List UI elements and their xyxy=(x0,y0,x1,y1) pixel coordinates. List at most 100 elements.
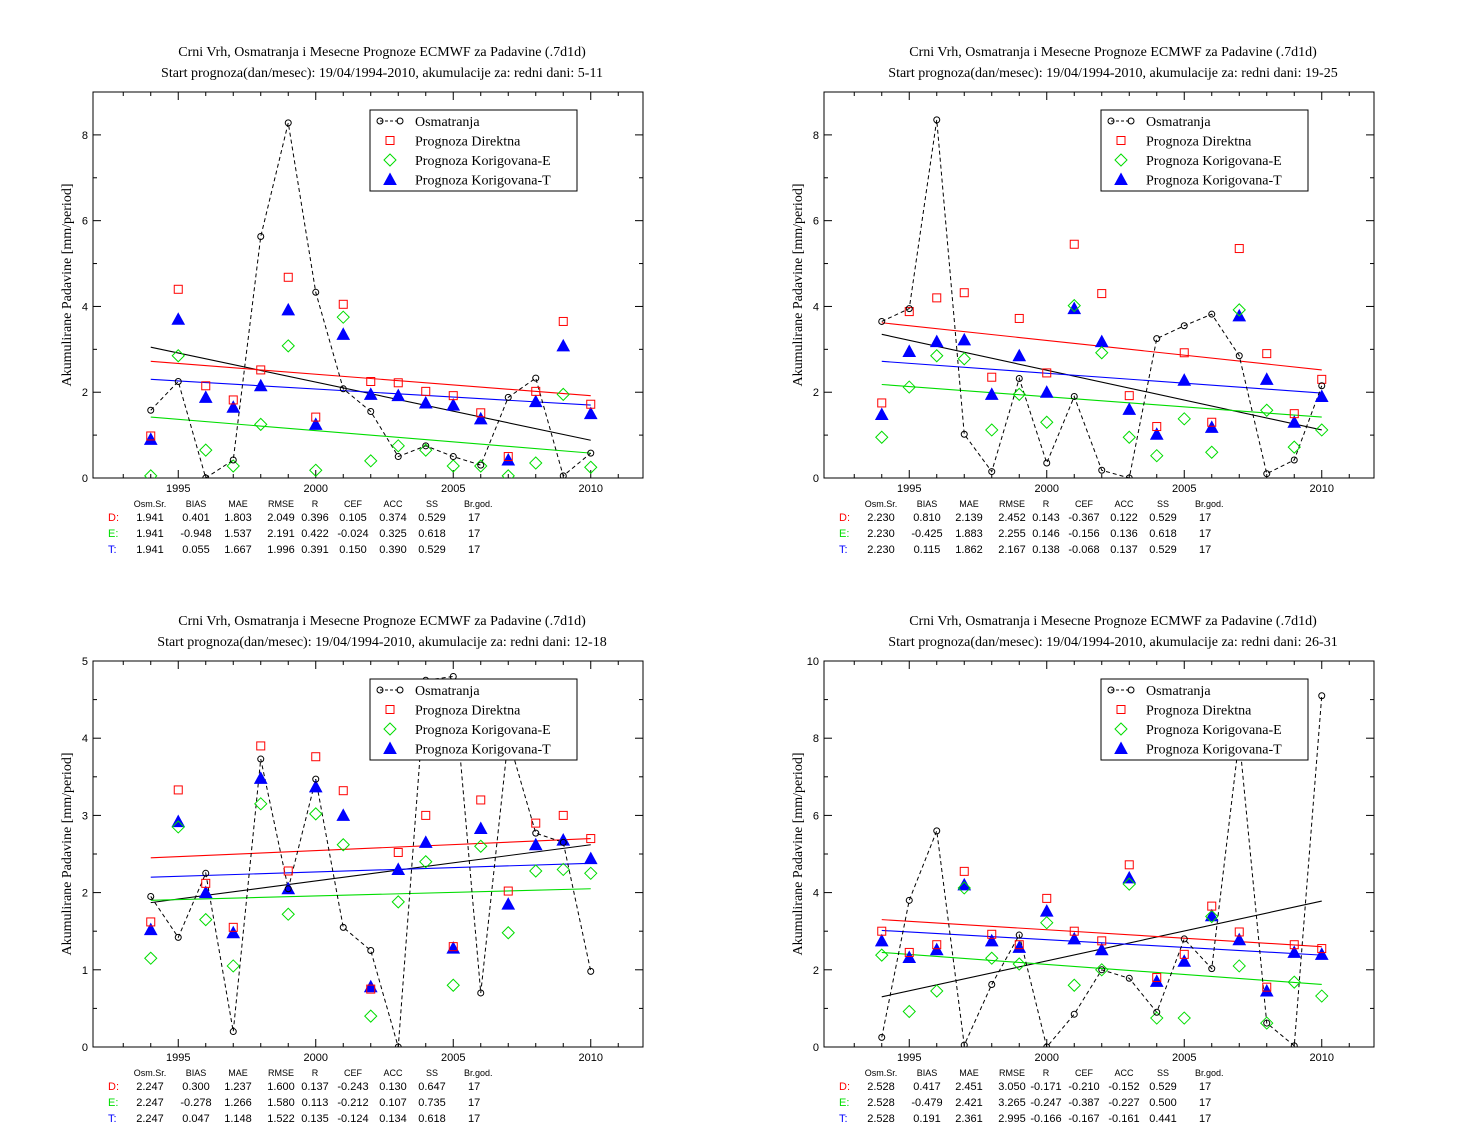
stats-cell: 0.115 xyxy=(914,544,941,556)
legend-label-corr-t: Prognoza Korigovana-T xyxy=(1146,743,1282,758)
point-obs xyxy=(1180,322,1188,330)
stats-header-cell: ACC xyxy=(1114,499,1134,509)
point-corr-e xyxy=(171,349,185,363)
point-corr-t xyxy=(1232,932,1247,946)
point-corr-e xyxy=(1205,445,1219,459)
point-corr-e xyxy=(254,797,268,811)
point-corr-e xyxy=(309,807,323,821)
legend-marker-obs xyxy=(396,117,404,125)
legend-marker-corr-e xyxy=(1114,153,1128,167)
stats-cell: 17 xyxy=(1199,544,1211,556)
stats-header-cell: BIAS xyxy=(186,1068,207,1078)
point-corr-e xyxy=(957,352,971,366)
point-obs xyxy=(933,827,941,835)
point-corr-e xyxy=(281,907,295,921)
point-corr-e xyxy=(226,959,240,973)
stats-cell: 1.941 xyxy=(136,544,164,556)
stats-cell: -0.243 xyxy=(337,1081,368,1093)
point-direct xyxy=(1124,860,1134,870)
legend-marker-corr-t xyxy=(383,741,397,754)
legend-marker-corr-t xyxy=(383,172,397,185)
stats-header-cell: ACC xyxy=(383,1068,403,1078)
trend-line-corr-t xyxy=(881,360,1322,394)
legend-marker-direct xyxy=(385,705,395,714)
chart-12-18: Crni Vrh, Osmatranja i Mesecne Prognoze … xyxy=(60,614,644,1125)
stats-cell: -0.124 xyxy=(337,1113,368,1125)
stats-row-label: E: xyxy=(839,1097,849,1109)
point-corr-e xyxy=(171,820,185,834)
point-corr-e xyxy=(556,387,570,402)
point-direct xyxy=(959,288,969,298)
stats-cell: 0.735 xyxy=(418,1097,446,1109)
point-direct xyxy=(558,316,568,326)
stats-cell: 17 xyxy=(468,1113,480,1125)
point-direct xyxy=(586,834,596,844)
point-direct xyxy=(228,395,238,405)
stats-cell: 0.137 xyxy=(301,1081,329,1093)
plot-area xyxy=(143,119,598,478)
point-corr-t xyxy=(1177,373,1192,386)
point-obs xyxy=(1098,966,1106,974)
x-tick-label: 2000 xyxy=(1035,483,1059,495)
point-direct xyxy=(393,378,403,388)
point-corr-e xyxy=(1315,423,1329,437)
x-tick-label: 1995 xyxy=(897,483,921,495)
point-corr-t xyxy=(391,862,406,875)
stats-cell: 0.396 xyxy=(301,512,329,524)
y-tick-label: 4 xyxy=(813,888,819,900)
chart-title: Crni Vrh, Osmatranja i Mesecne Prognoze … xyxy=(178,614,586,629)
point-corr-t xyxy=(1287,415,1302,428)
y-axis-label: Akumulirane Padavine [mm/period] xyxy=(60,184,75,387)
point-obs xyxy=(1153,1008,1161,1016)
legend-marker-corr-e xyxy=(383,153,397,167)
point-obs xyxy=(449,453,457,461)
point-direct xyxy=(311,752,321,762)
point-direct xyxy=(283,272,293,282)
stats-cell: 0.138 xyxy=(1032,544,1060,556)
stats-header-cell: BIAS xyxy=(917,1068,938,1078)
stats-header-cell: BIAS xyxy=(186,499,207,509)
point-direct xyxy=(987,372,997,382)
point-corr-t xyxy=(418,395,433,409)
point-corr-t xyxy=(1204,420,1219,433)
point-obs xyxy=(202,869,210,877)
stats-cell: -0.152 xyxy=(1108,1081,1139,1093)
chart-subtitle: Start prognoza(dan/mesec): 19/04/1994-20… xyxy=(161,66,603,81)
legend-marker-direct xyxy=(1116,705,1126,714)
chart-panel-days-19-25: Crni Vrh, Osmatranja i Mesecne Prognoze … xyxy=(731,0,1462,569)
trend-line-direct xyxy=(881,919,1322,948)
point-direct xyxy=(987,929,997,939)
y-tick-label: 2 xyxy=(82,387,88,399)
legend-label-direct: Prognoza Direktna xyxy=(1146,704,1252,719)
point-corr-t xyxy=(1259,983,1274,997)
point-obs xyxy=(257,233,265,241)
point-obs xyxy=(147,406,155,414)
point-corr-t xyxy=(1314,389,1329,403)
point-corr-t xyxy=(1067,931,1082,945)
stats-cell: 0.647 xyxy=(418,1081,446,1093)
stats-cell: 1.600 xyxy=(267,1081,295,1093)
point-obs xyxy=(1290,456,1298,464)
stats-cell: 0.500 xyxy=(1149,1097,1177,1109)
point-obs xyxy=(878,317,886,325)
point-obs xyxy=(339,385,347,393)
point-corr-t xyxy=(226,400,241,413)
point-corr-t xyxy=(143,432,158,445)
stats-cell: 0.135 xyxy=(301,1113,329,1125)
point-direct xyxy=(421,810,431,820)
stats-cell: 2.247 xyxy=(136,1113,164,1125)
stats-header-cell: ACC xyxy=(1114,1068,1134,1078)
stats-cell: 0.300 xyxy=(182,1081,210,1093)
legend-label-direct: Prognoza Direktna xyxy=(415,704,521,719)
x-tick-label: 2005 xyxy=(441,1052,465,1064)
stats-cell: 0.143 xyxy=(1032,512,1060,524)
y-tick-label: 0 xyxy=(813,1042,819,1054)
stats-cell: 0.150 xyxy=(339,544,367,556)
point-obs xyxy=(312,775,320,783)
stats-cell: 0.146 xyxy=(1032,528,1060,540)
plot-area xyxy=(874,692,1329,1047)
point-corr-e xyxy=(144,469,158,478)
point-corr-e xyxy=(1012,387,1026,402)
point-obs xyxy=(1208,965,1216,973)
point-corr-t xyxy=(1122,402,1137,415)
